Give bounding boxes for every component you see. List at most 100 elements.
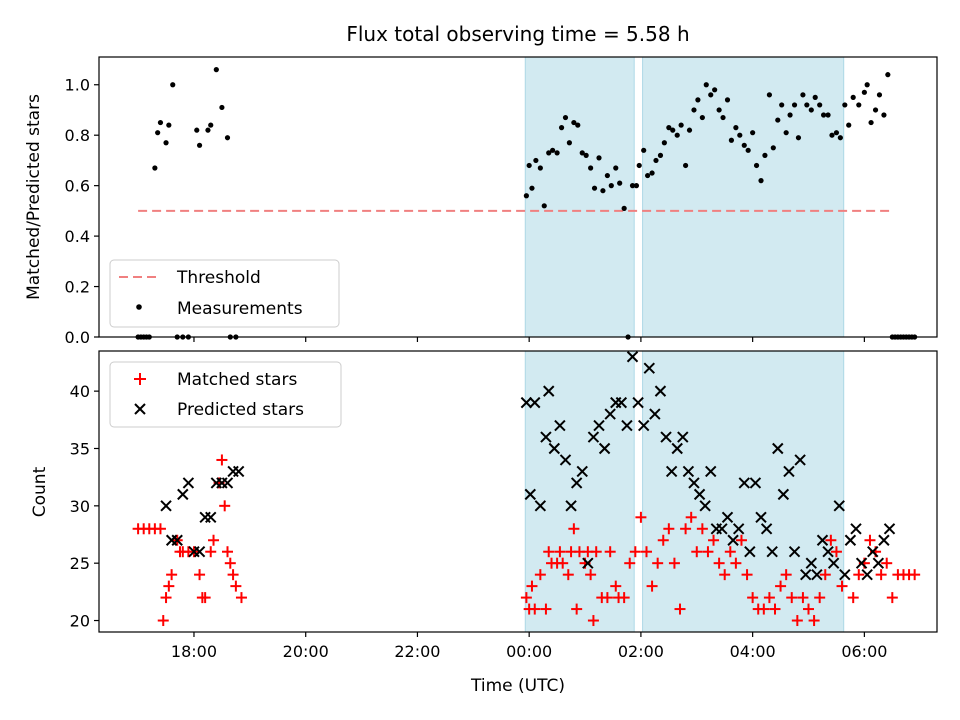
top-y-tick-label: 0.2: [65, 278, 90, 297]
predicted-stars-point: [570, 477, 583, 489]
measurement-point: [678, 122, 684, 128]
matched-stars-point: [657, 534, 669, 546]
measurement-point: [770, 145, 776, 151]
matched-stars-point: [708, 534, 720, 546]
predicted-stars-point: [855, 557, 868, 569]
measurement-point: [674, 132, 680, 138]
predicted-stars-point: [671, 442, 683, 455]
predicted-stars-point: [665, 465, 678, 478]
predicted-stars-point: [193, 546, 206, 558]
predicted-stars-point: [632, 396, 644, 409]
measurement-point: [745, 147, 751, 153]
measurement-point: [170, 82, 176, 88]
matched-stars-point: [604, 546, 616, 558]
predicted-stars-point: [839, 568, 851, 581]
x-tick-label: 00:00: [506, 642, 552, 661]
matched-stars-point: [730, 557, 742, 569]
measurement-point: [529, 185, 535, 191]
legend-matched-swatch: [134, 373, 146, 385]
matched-stars-point: [205, 546, 217, 558]
measurement-point: [716, 107, 722, 113]
predicted-stars-point: [559, 454, 572, 466]
matched-stars-point: [747, 592, 759, 604]
measurement-point: [196, 142, 203, 148]
predicted-stars-point: [520, 396, 533, 409]
matched-stars-point: [221, 546, 233, 558]
matched-stars-point: [571, 603, 583, 615]
legend-predicted-label: Predicted stars: [177, 400, 304, 420]
measurement-point: [695, 97, 701, 103]
matched-stars-point: [786, 592, 798, 604]
predicted-stars-point: [171, 534, 183, 546]
predicted-stars-point: [205, 511, 217, 524]
top-y-axis-label: Matched/Predicted stars: [24, 94, 44, 300]
measurement-point: [808, 107, 814, 113]
predicted-stars-point: [682, 465, 695, 478]
predicted-stars-point: [705, 465, 717, 478]
measurement-point: [208, 122, 214, 128]
measurement-point: [856, 102, 862, 108]
matched-stars-point: [154, 523, 166, 535]
matched-stars-point: [216, 454, 228, 466]
predicted-stars-point: [721, 511, 734, 524]
bottom-plot-counts: 18:00 20:00 22:00 00:00 02:00 04:00 06:00 20 25 3…: [70, 350, 938, 661]
measurement-point: [724, 97, 731, 103]
x-tick-label: 06:00: [841, 642, 887, 661]
predicted-stars-point: [649, 408, 661, 420]
matched-stars-point: [526, 580, 538, 592]
predicted-stars-point: [693, 488, 706, 501]
predicted-stars-point: [604, 408, 616, 420]
matched-stars-point: [775, 580, 787, 592]
measurement-point: [155, 130, 161, 136]
matched-stars-point: [585, 569, 597, 581]
matched-stars-point: [797, 592, 809, 604]
predicted-stars-point: [872, 557, 885, 569]
measurement-point: [800, 92, 806, 98]
matched-stars-point: [194, 569, 206, 581]
matched-stars-point: [230, 580, 242, 592]
matched-stars-point: [601, 592, 613, 604]
measurement-point: [876, 92, 883, 98]
measurement-point: [558, 125, 565, 131]
measurement-point: [708, 92, 714, 98]
predicted-stars-point: [816, 534, 829, 546]
predicted-stars-point: [160, 500, 172, 512]
predicted-stars-point: [783, 465, 795, 478]
measurement-point: [728, 137, 735, 143]
measurement-point: [683, 162, 689, 169]
measurement-point: [653, 157, 659, 164]
top-legend: Threshold Measurements: [109, 259, 340, 328]
matched-stars-point: [618, 592, 630, 604]
top-axes-frame: [98, 56, 938, 338]
predicted-stars-point: [534, 500, 547, 512]
predicted-stars-point: [844, 534, 857, 546]
measurement-point: [691, 107, 697, 113]
matched-stars-point: [652, 557, 664, 569]
matched-stars-point: [719, 569, 731, 581]
matched-stars-point: [758, 603, 770, 615]
top-y-tick-label: 0.6: [65, 177, 90, 196]
measurement-point: [787, 112, 793, 118]
bottom-shaded-interval: [524, 350, 635, 633]
matched-stars-point: [166, 569, 178, 581]
predicted-stars-point: [883, 523, 896, 535]
top-y-tick-label: 0.8: [65, 126, 90, 145]
predicted-stars-point: [833, 500, 845, 512]
measurement-point: [733, 125, 739, 131]
measurement-point: [703, 82, 709, 88]
top-plot-ratio: 0.0 0.2 0.4 0.6 0.8 1.0: [65, 56, 938, 347]
matched-stars-point: [763, 592, 775, 604]
measurement-point: [224, 135, 231, 141]
figure-title: Flux total observing time = 5.58 h: [346, 22, 689, 46]
bottom-y-tick-label: 20: [70, 612, 90, 631]
predicted-stars-point: [850, 523, 862, 535]
measurement-point: [868, 119, 874, 126]
measurement-point: [649, 170, 655, 176]
predicted-stars-point: [688, 477, 700, 489]
predicted-stars-point: [615, 396, 628, 409]
measurement-point: [645, 172, 651, 179]
measurement-point: [829, 132, 835, 138]
measurement-point: [629, 183, 636, 189]
measurement-point: [846, 122, 852, 128]
measurement-point: [657, 152, 664, 158]
